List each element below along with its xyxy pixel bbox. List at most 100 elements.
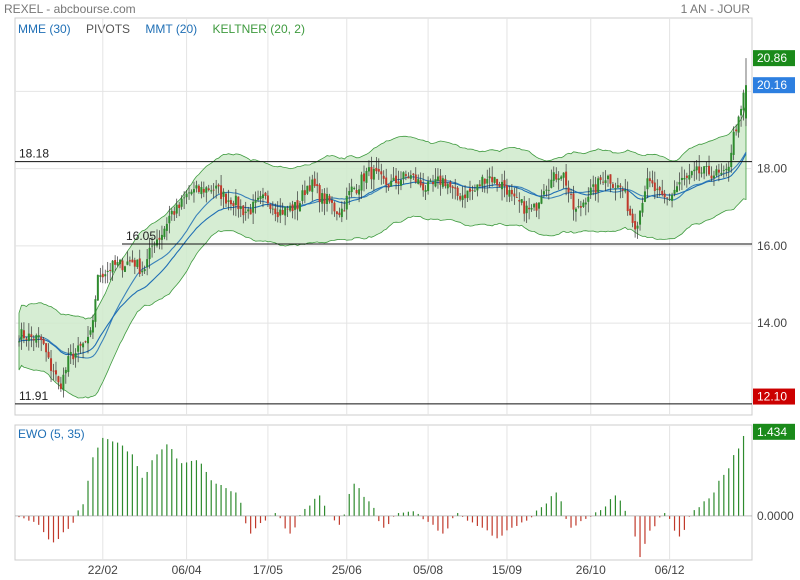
candle-body <box>496 179 499 185</box>
candle <box>461 186 464 208</box>
candle-body <box>254 200 257 203</box>
period-selector[interactable]: 1 AN - JOUR <box>680 2 750 16</box>
candle-body <box>639 210 642 225</box>
candle <box>666 197 669 206</box>
candle-body <box>301 190 304 201</box>
badge-bg <box>753 50 795 67</box>
candle <box>634 213 637 238</box>
candle-body <box>663 193 666 198</box>
candle <box>20 322 23 350</box>
candle <box>604 170 607 192</box>
candle <box>289 202 292 213</box>
candle-body <box>348 191 351 196</box>
indicator-legend: MME (30) PIVOTS MMT (20) KELTNER (20, 2) <box>18 22 317 36</box>
legend-keltner[interactable]: KELTNER (20, 2) <box>212 22 305 36</box>
candle-body <box>35 335 38 343</box>
candle-body <box>141 270 144 273</box>
candle-body <box>195 185 198 189</box>
candle <box>121 258 124 278</box>
candle <box>429 178 432 182</box>
candle <box>308 176 311 192</box>
y-tick-label: 16.00 <box>757 239 787 253</box>
candle <box>597 176 600 203</box>
candle-body <box>37 335 40 338</box>
candle <box>444 175 447 189</box>
candle-body <box>382 175 385 179</box>
legend-mme[interactable]: MME (30) <box>18 22 71 36</box>
candle <box>138 249 141 277</box>
candle <box>163 225 166 240</box>
candle <box>101 265 104 284</box>
candle <box>227 189 230 211</box>
legend-pivots[interactable]: PIVOTS <box>86 22 131 36</box>
candle-body <box>298 203 301 212</box>
legend-mmt[interactable]: MMT (20) <box>145 22 198 36</box>
candle <box>173 206 176 221</box>
candle-body <box>153 244 156 246</box>
x-tick-label: 22/02 <box>88 563 118 577</box>
candle-body <box>316 184 319 187</box>
candle <box>180 195 183 210</box>
candle <box>740 105 743 127</box>
candle <box>703 165 706 180</box>
candle <box>151 236 154 258</box>
candle <box>175 198 178 219</box>
candle-body <box>252 201 255 213</box>
candle-body <box>244 211 247 213</box>
candle <box>284 206 287 226</box>
candle-body <box>343 210 346 212</box>
candle <box>271 201 274 216</box>
candle <box>501 173 504 201</box>
candle <box>254 191 257 214</box>
candle <box>454 178 457 200</box>
candle-body <box>370 166 373 180</box>
candle-body <box>133 260 136 267</box>
candle <box>128 256 131 267</box>
candle <box>562 172 565 189</box>
candle-body <box>471 190 474 192</box>
candle <box>673 180 676 197</box>
candle-body <box>651 180 654 184</box>
candle <box>528 198 531 220</box>
candle <box>725 163 728 177</box>
candle <box>565 164 568 196</box>
candle <box>188 185 191 200</box>
candle-body <box>128 260 131 262</box>
candle <box>252 194 255 224</box>
badge-label: 20.86 <box>757 51 787 65</box>
candle-body <box>656 188 659 190</box>
candle <box>434 168 437 188</box>
candle <box>136 259 139 269</box>
candle-body <box>717 169 720 173</box>
candle-body <box>170 210 173 215</box>
candle <box>123 265 126 272</box>
candle-body <box>338 212 341 216</box>
candle-body <box>274 208 277 214</box>
candle <box>333 201 336 217</box>
candle <box>459 192 462 202</box>
candle <box>116 256 119 267</box>
candle <box>318 183 321 213</box>
ewo-legend[interactable]: EWO (5, 35) <box>18 427 85 441</box>
candle <box>25 336 28 347</box>
candle <box>582 199 585 208</box>
candle <box>491 166 494 187</box>
candle-body <box>121 260 124 271</box>
candle <box>432 174 435 192</box>
candle <box>498 181 501 188</box>
candle-body <box>641 202 644 213</box>
candle <box>727 161 730 182</box>
candle <box>409 170 412 189</box>
candle-body <box>488 176 491 179</box>
candle <box>441 175 444 189</box>
candle-body <box>535 203 538 211</box>
candle-body <box>197 185 200 193</box>
candle-body <box>602 181 605 183</box>
candle-body <box>94 299 97 322</box>
badge-label: 1.434 <box>757 425 787 439</box>
candle-body <box>609 174 612 184</box>
candle-body <box>123 266 126 272</box>
candle <box>343 200 346 212</box>
candle-body <box>22 330 25 339</box>
candle-body <box>710 175 713 179</box>
